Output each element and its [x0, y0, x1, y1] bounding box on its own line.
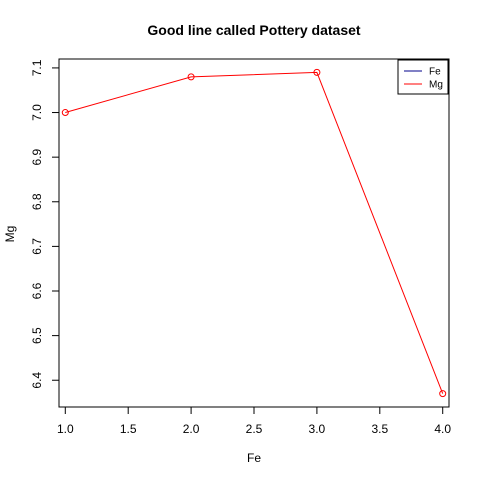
data-point [187, 73, 195, 81]
plot-frame [58, 58, 450, 408]
x-axis-label: Fe [247, 451, 261, 465]
data-point [313, 68, 321, 76]
y-tick-label: 6.8 [30, 193, 44, 210]
x-tick-label: 1.5 [120, 422, 137, 436]
legend-label: Fe [429, 67, 441, 78]
x-tick-label: 2.0 [183, 422, 200, 436]
x-tick-label: 1.0 [57, 422, 74, 436]
x-tick-label: 3.0 [309, 422, 326, 436]
series-line-mg [65, 71, 444, 394]
legend-box [397, 59, 449, 95]
y-tick-label: 6.5 [30, 327, 44, 344]
x-axis: 1.0 1.5 2.0 2.5 3.0 3.5 4.0 [57, 407, 451, 436]
x-tick-label: 3.5 [371, 422, 388, 436]
data-point [61, 109, 69, 117]
series-layer [61, 68, 447, 398]
y-axis-label: Mg [3, 226, 17, 243]
y-tick-label: 6.6 [30, 282, 44, 299]
y-tick-label: 6.4 [30, 372, 44, 389]
chart-title: Good line called Pottery dataset [147, 22, 361, 38]
x-tick-label: 2.5 [246, 422, 263, 436]
legend-label: Mg [429, 80, 443, 91]
x-tick-label: 4.0 [434, 422, 451, 436]
data-point [439, 390, 447, 398]
y-tick-label: 7.1 [30, 59, 44, 76]
y-tick-label: 6.7 [30, 238, 44, 255]
y-tick-label: 7.0 [30, 104, 44, 121]
y-axis: 6.4 6.5 6.6 6.7 6.8 6.9 7.0 7.1 [30, 59, 59, 389]
y-tick-label: 6.9 [30, 148, 44, 165]
legend: Fe Mg [397, 59, 449, 95]
